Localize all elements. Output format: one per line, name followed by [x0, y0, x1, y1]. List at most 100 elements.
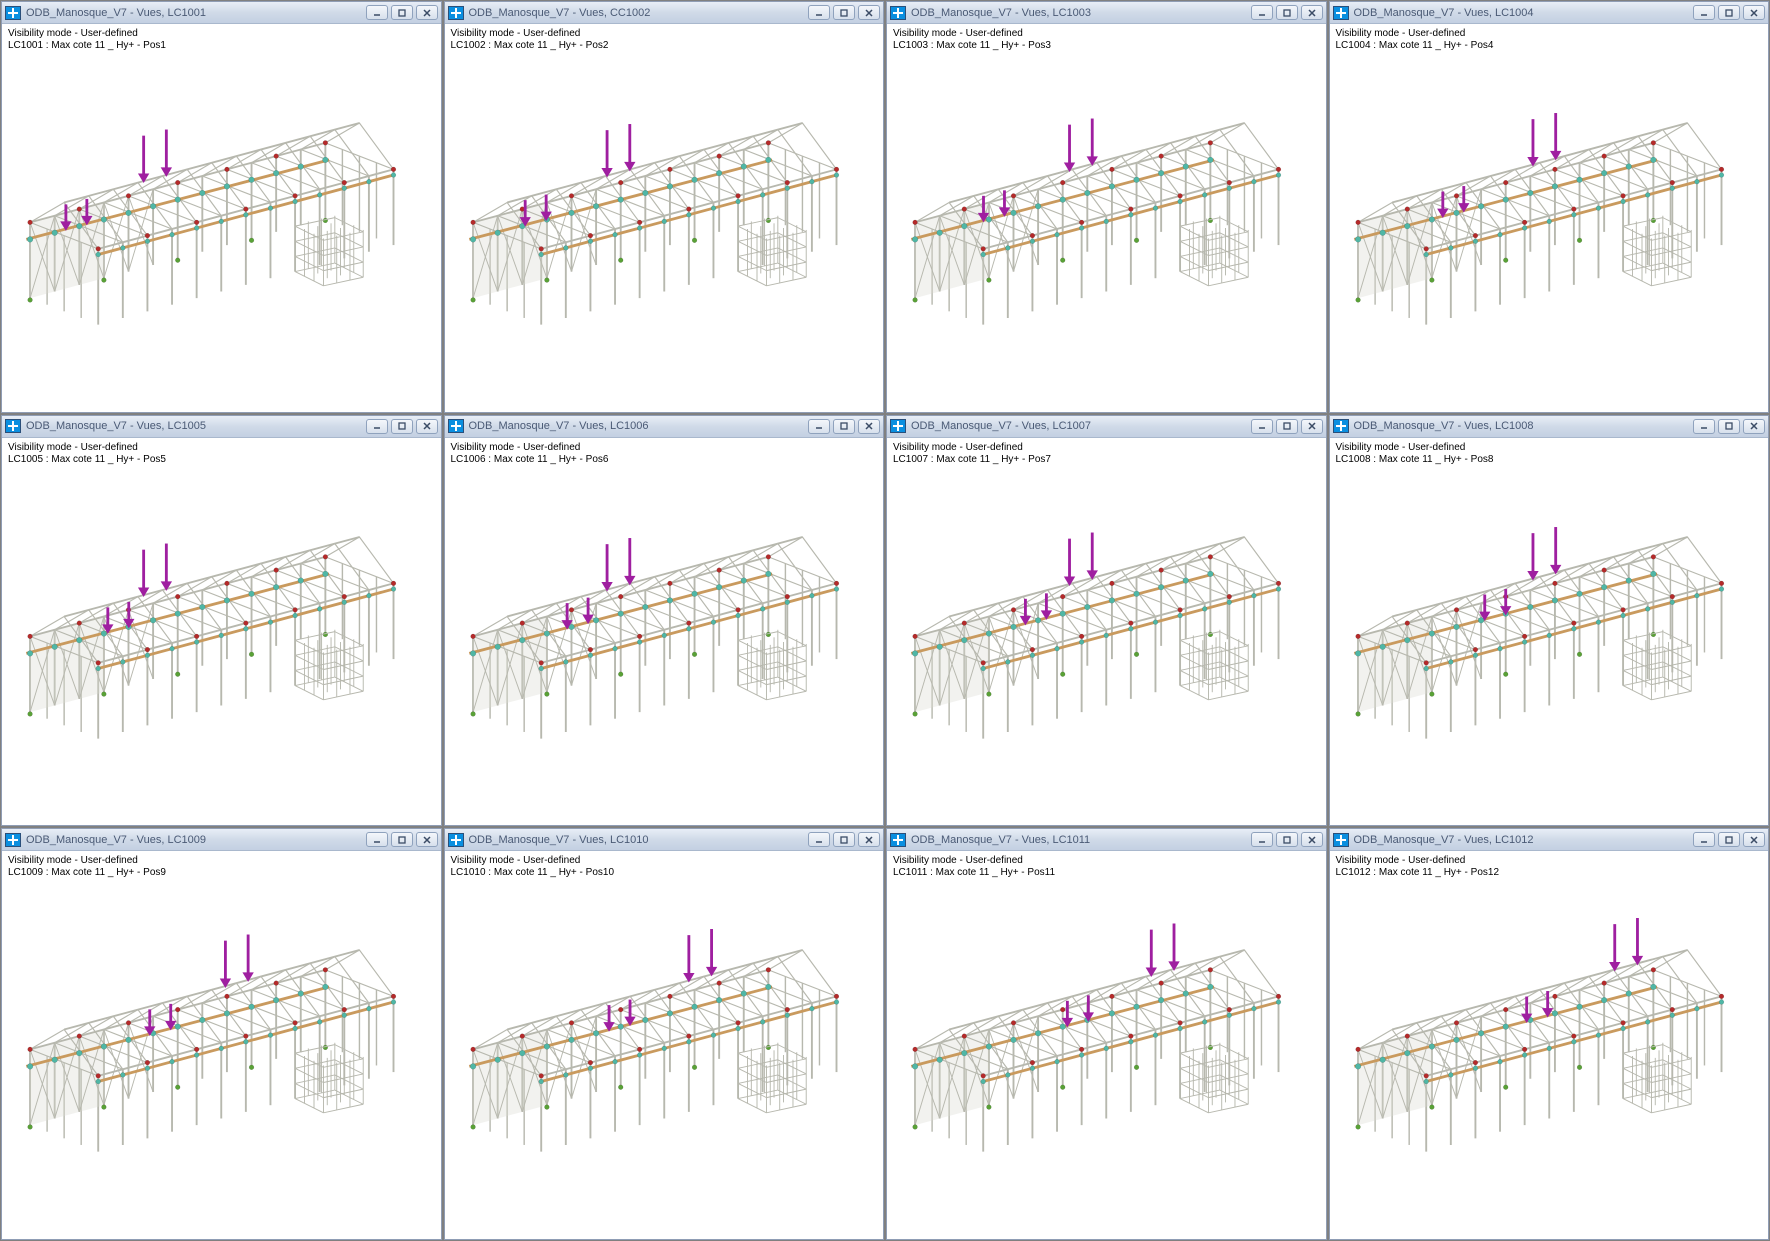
maximize-button[interactable]: [391, 419, 413, 434]
maximize-button[interactable]: [1718, 419, 1740, 434]
window-buttons: [1251, 5, 1323, 20]
close-button[interactable]: [1301, 832, 1323, 847]
model-viewport[interactable]: [887, 879, 1326, 1239]
structural-view: [2, 52, 441, 412]
close-button[interactable]: [858, 5, 880, 20]
minimize-button[interactable]: [366, 832, 388, 847]
close-button[interactable]: [1301, 5, 1323, 20]
view-info-block: Visibility mode - User-defined LC1006 : …: [445, 438, 884, 466]
window-title: ODB_Manosque_V7 - Vues, LC1011: [911, 834, 1251, 846]
close-button[interactable]: [858, 419, 880, 434]
close-button[interactable]: [416, 832, 438, 847]
titlebar[interactable]: ODB_Manosque_V7 - Vues, LC1004: [1330, 2, 1769, 24]
minimize-button[interactable]: [1251, 5, 1273, 20]
maximize-button[interactable]: [391, 5, 413, 20]
structural-view: [2, 466, 441, 826]
view-info-block: Visibility mode - User-defined LC1009 : …: [2, 851, 441, 879]
mdi-child-window: ODB_Manosque_V7 - Vues, LC1005 Visibilit…: [1, 415, 442, 827]
minimize-button[interactable]: [1693, 419, 1715, 434]
model-viewport[interactable]: [1330, 52, 1769, 412]
model-viewport[interactable]: [445, 879, 884, 1239]
titlebar[interactable]: ODB_Manosque_V7 - Vues, LC1001: [2, 2, 441, 24]
app-icon: [890, 833, 906, 847]
structural-view: [887, 466, 1326, 826]
load-case-label: LC1008 : Max cote 11 _ Hy+ - Pos8: [1336, 454, 1763, 466]
model-viewport[interactable]: [445, 466, 884, 826]
minimize-button[interactable]: [1251, 419, 1273, 434]
minimize-button[interactable]: [808, 419, 830, 434]
model-viewport[interactable]: [1330, 879, 1769, 1239]
view-info-block: Visibility mode - User-defined LC1004 : …: [1330, 24, 1769, 52]
model-viewport[interactable]: [2, 466, 441, 826]
maximize-button[interactable]: [1718, 5, 1740, 20]
titlebar[interactable]: ODB_Manosque_V7 - Vues, LC1005: [2, 416, 441, 438]
window-buttons: [1693, 419, 1765, 434]
view-info-block: Visibility mode - User-defined LC1002 : …: [445, 24, 884, 52]
close-button[interactable]: [1743, 419, 1765, 434]
close-button[interactable]: [416, 419, 438, 434]
model-viewport[interactable]: [887, 466, 1326, 826]
titlebar[interactable]: ODB_Manosque_V7 - Vues, CC1002: [445, 2, 884, 24]
mdi-child-window: ODB_Manosque_V7 - Vues, LC1009 Visibilit…: [1, 828, 442, 1240]
window-buttons: [808, 419, 880, 434]
visibility-mode-label: Visibility mode - User-defined: [893, 855, 1320, 867]
mdi-child-window: ODB_Manosque_V7 - Vues, LC1011 Visibilit…: [886, 828, 1327, 1240]
window-title: ODB_Manosque_V7 - Vues, LC1003: [911, 7, 1251, 19]
close-button[interactable]: [1301, 419, 1323, 434]
load-case-label: LC1007 : Max cote 11 _ Hy+ - Pos7: [893, 454, 1320, 466]
maximize-button[interactable]: [833, 419, 855, 434]
minimize-button[interactable]: [1693, 832, 1715, 847]
load-case-label: LC1006 : Max cote 11 _ Hy+ - Pos6: [451, 454, 878, 466]
window-title: ODB_Manosque_V7 - Vues, LC1010: [469, 834, 809, 846]
mdi-child-window: ODB_Manosque_V7 - Vues, LC1006 Visibilit…: [444, 415, 885, 827]
titlebar[interactable]: ODB_Manosque_V7 - Vues, LC1003: [887, 2, 1326, 24]
view-info-block: Visibility mode - User-defined LC1011 : …: [887, 851, 1326, 879]
structural-view: [887, 52, 1326, 412]
close-button[interactable]: [1743, 5, 1765, 20]
titlebar[interactable]: ODB_Manosque_V7 - Vues, LC1008: [1330, 416, 1769, 438]
load-case-label: LC1009 : Max cote 11 _ Hy+ - Pos9: [8, 867, 435, 879]
mdi-child-window: ODB_Manosque_V7 - Vues, LC1008 Visibilit…: [1329, 415, 1770, 827]
window-buttons: [1693, 832, 1765, 847]
close-button[interactable]: [858, 832, 880, 847]
model-viewport[interactable]: [887, 52, 1326, 412]
maximize-button[interactable]: [391, 832, 413, 847]
titlebar[interactable]: ODB_Manosque_V7 - Vues, LC1009: [2, 829, 441, 851]
maximize-button[interactable]: [833, 832, 855, 847]
visibility-mode-label: Visibility mode - User-defined: [1336, 442, 1763, 454]
maximize-button[interactable]: [1276, 5, 1298, 20]
app-icon: [5, 6, 21, 20]
model-viewport[interactable]: [2, 52, 441, 412]
maximize-button[interactable]: [1718, 832, 1740, 847]
minimize-button[interactable]: [366, 419, 388, 434]
maximize-button[interactable]: [1276, 832, 1298, 847]
model-viewport[interactable]: [445, 52, 884, 412]
minimize-button[interactable]: [808, 832, 830, 847]
titlebar[interactable]: ODB_Manosque_V7 - Vues, LC1006: [445, 416, 884, 438]
model-viewport[interactable]: [2, 879, 441, 1239]
maximize-button[interactable]: [833, 5, 855, 20]
minimize-button[interactable]: [366, 5, 388, 20]
app-icon: [5, 833, 21, 847]
minimize-button[interactable]: [808, 5, 830, 20]
close-button[interactable]: [1743, 832, 1765, 847]
minimize-button[interactable]: [1251, 832, 1273, 847]
app-icon: [1333, 833, 1349, 847]
load-case-label: LC1003 : Max cote 11 _ Hy+ - Pos3: [893, 40, 1320, 52]
app-icon: [5, 419, 21, 433]
maximize-button[interactable]: [1276, 419, 1298, 434]
visibility-mode-label: Visibility mode - User-defined: [893, 28, 1320, 40]
close-button[interactable]: [416, 5, 438, 20]
mdi-child-window: ODB_Manosque_V7 - Vues, LC1010 Visibilit…: [444, 828, 885, 1240]
app-icon: [448, 419, 464, 433]
minimize-button[interactable]: [1693, 5, 1715, 20]
load-case-label: LC1005 : Max cote 11 _ Hy+ - Pos5: [8, 454, 435, 466]
visibility-mode-label: Visibility mode - User-defined: [451, 442, 878, 454]
titlebar[interactable]: ODB_Manosque_V7 - Vues, LC1010: [445, 829, 884, 851]
titlebar[interactable]: ODB_Manosque_V7 - Vues, LC1007: [887, 416, 1326, 438]
mdi-child-window: ODB_Manosque_V7 - Vues, LC1003 Visibilit…: [886, 1, 1327, 413]
app-icon: [1333, 6, 1349, 20]
model-viewport[interactable]: [1330, 466, 1769, 826]
titlebar[interactable]: ODB_Manosque_V7 - Vues, LC1011: [887, 829, 1326, 851]
titlebar[interactable]: ODB_Manosque_V7 - Vues, LC1012: [1330, 829, 1769, 851]
